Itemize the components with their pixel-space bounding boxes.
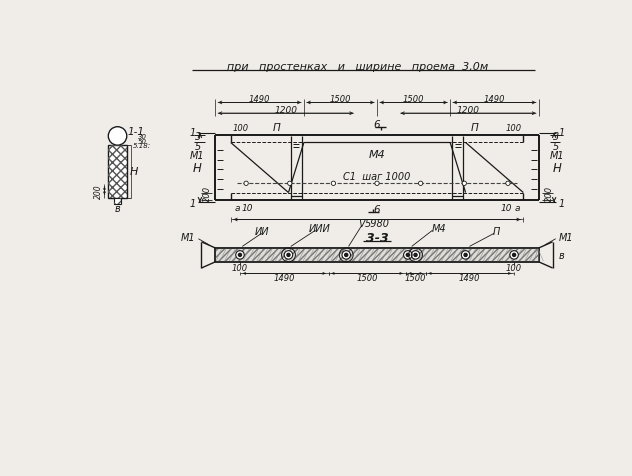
Bar xyxy=(114,198,121,205)
Text: П: П xyxy=(471,123,478,133)
Text: 3: 3 xyxy=(195,132,202,142)
Text: в: в xyxy=(114,204,121,214)
Text: 10: 10 xyxy=(501,204,512,213)
Text: С1  шаг 1000: С1 шаг 1000 xyxy=(343,171,411,181)
Circle shape xyxy=(331,182,336,186)
Text: М1: М1 xyxy=(181,233,196,243)
Circle shape xyxy=(288,182,292,186)
Text: 3: 3 xyxy=(552,132,559,142)
Bar xyxy=(108,146,127,198)
Circle shape xyxy=(404,251,412,259)
Text: 5.18:: 5.18: xyxy=(133,143,151,149)
Bar xyxy=(108,146,127,198)
Text: 1200: 1200 xyxy=(274,106,297,115)
Text: 1500: 1500 xyxy=(404,274,426,283)
Circle shape xyxy=(287,254,290,257)
Bar xyxy=(216,249,538,261)
Text: Н: Н xyxy=(192,162,201,175)
Circle shape xyxy=(344,254,348,257)
Text: 5: 5 xyxy=(552,141,559,151)
Circle shape xyxy=(238,254,241,257)
Circle shape xyxy=(108,128,127,146)
Text: 1200: 1200 xyxy=(457,106,480,115)
Text: 5980: 5980 xyxy=(365,219,389,229)
Text: 1: 1 xyxy=(559,128,565,138)
Text: 5: 5 xyxy=(195,141,202,151)
Text: 100: 100 xyxy=(505,123,521,132)
Text: 1: 1 xyxy=(559,199,565,209)
Text: 6: 6 xyxy=(374,205,380,215)
Text: а: а xyxy=(234,204,240,213)
Text: 200: 200 xyxy=(545,185,554,201)
Text: 200: 200 xyxy=(203,185,212,201)
Text: ИИ: ИИ xyxy=(254,227,269,237)
Text: в: в xyxy=(559,250,565,260)
Circle shape xyxy=(414,254,417,257)
Text: 1490: 1490 xyxy=(249,95,270,104)
Text: 6: 6 xyxy=(374,120,380,130)
Text: 1490: 1490 xyxy=(274,274,295,283)
Circle shape xyxy=(342,251,351,259)
Circle shape xyxy=(406,254,410,257)
Text: 200: 200 xyxy=(94,184,103,198)
Text: 1: 1 xyxy=(189,199,195,209)
Text: М1: М1 xyxy=(190,150,204,160)
Circle shape xyxy=(418,182,423,186)
Text: П: П xyxy=(273,123,281,133)
Text: Н: Н xyxy=(130,167,138,177)
Text: 1-1: 1-1 xyxy=(128,127,145,137)
Circle shape xyxy=(510,251,518,259)
Text: М1: М1 xyxy=(558,233,573,243)
Text: 1490: 1490 xyxy=(483,95,505,104)
Circle shape xyxy=(284,251,293,259)
Text: 100: 100 xyxy=(232,263,248,272)
Circle shape xyxy=(462,182,466,186)
Circle shape xyxy=(464,254,467,257)
Circle shape xyxy=(411,251,420,259)
Text: 1500: 1500 xyxy=(330,95,351,104)
Text: Н: Н xyxy=(553,162,562,175)
Text: 100: 100 xyxy=(233,123,249,132)
Text: 1500: 1500 xyxy=(356,274,378,283)
Text: 10: 10 xyxy=(242,204,253,213)
Bar xyxy=(114,198,121,205)
Text: при   простенках   и   ширине   проема  3,0м: при простенках и ширине проема 3,0м xyxy=(227,62,489,72)
Circle shape xyxy=(236,251,244,259)
Text: 3-3: 3-3 xyxy=(366,231,389,244)
Text: М1: М1 xyxy=(550,150,564,160)
Bar xyxy=(216,249,538,261)
Text: 50: 50 xyxy=(138,138,147,144)
Circle shape xyxy=(506,182,510,186)
Text: М4: М4 xyxy=(368,149,386,159)
Circle shape xyxy=(513,254,516,257)
Text: 1: 1 xyxy=(189,128,195,138)
Circle shape xyxy=(375,182,379,186)
Circle shape xyxy=(244,182,248,186)
Text: П: П xyxy=(493,227,500,237)
Text: V: V xyxy=(358,219,365,229)
Text: а: а xyxy=(514,204,520,213)
Text: 1490: 1490 xyxy=(459,274,480,283)
Text: 100: 100 xyxy=(506,263,522,272)
Text: 30: 30 xyxy=(138,134,147,139)
Circle shape xyxy=(461,251,470,259)
Text: ИИИ: ИИИ xyxy=(308,223,330,233)
Text: 1500: 1500 xyxy=(403,95,424,104)
Text: М4: М4 xyxy=(431,223,446,233)
